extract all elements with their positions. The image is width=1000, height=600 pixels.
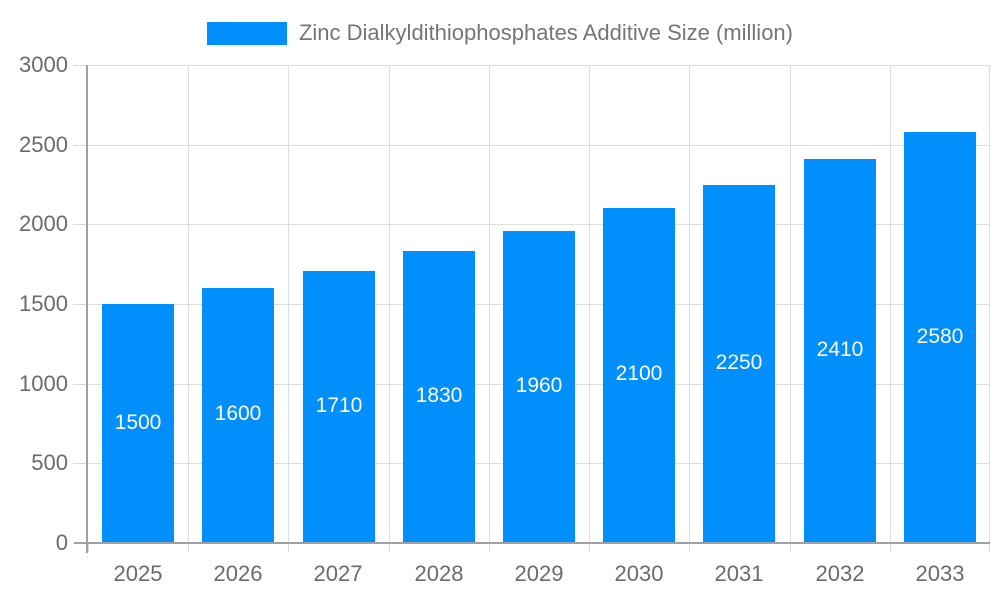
legend[interactable]: Zinc Dialkyldithiophosphates Additive Si… bbox=[0, 20, 1000, 46]
v-gridline bbox=[188, 65, 189, 543]
bar[interactable]: 2580 bbox=[904, 132, 976, 543]
bar-value-label: 2410 bbox=[816, 338, 864, 361]
x-tick-label: 2033 bbox=[915, 561, 965, 586]
plot-area: 1500 1600 1710 1830 1960 2100 2250 2410 2580 bbox=[73, 65, 990, 553]
x-axis-line bbox=[74, 542, 990, 544]
v-gridline bbox=[989, 65, 990, 543]
x-tick-label: 2032 bbox=[815, 561, 865, 586]
y-axis-tick bbox=[73, 65, 86, 66]
bar[interactable]: 2100 bbox=[603, 208, 675, 543]
v-gridline bbox=[489, 65, 490, 543]
y-tick-label: 2000 bbox=[19, 211, 68, 236]
legend-label: Zinc Dialkyldithiophosphates Additive Si… bbox=[298, 20, 793, 45]
x-tick-label: 2025 bbox=[113, 561, 163, 586]
x-tick-label: 2031 bbox=[714, 561, 764, 586]
v-gridline bbox=[288, 65, 289, 543]
y-axis-tick bbox=[73, 145, 86, 146]
bar-value-label: 1500 bbox=[114, 411, 162, 434]
x-tick-label: 2027 bbox=[313, 561, 363, 586]
x-tick-label: 2026 bbox=[213, 561, 263, 586]
y-tick-label: 2500 bbox=[19, 132, 68, 157]
bar-value-label: 1830 bbox=[415, 384, 463, 407]
v-gridline bbox=[389, 65, 390, 543]
h-gridline bbox=[88, 145, 990, 146]
v-gridline bbox=[890, 65, 891, 543]
x-axis-tick bbox=[188, 543, 189, 552]
bar-value-label: 2580 bbox=[916, 325, 964, 348]
x-axis-tick bbox=[88, 543, 89, 552]
x-axis-tick bbox=[790, 543, 791, 552]
bar[interactable]: 1600 bbox=[202, 288, 274, 543]
x-axis-tick bbox=[288, 543, 289, 552]
v-gridline bbox=[689, 65, 690, 543]
bar[interactable]: 1500 bbox=[102, 304, 174, 543]
x-axis-tick bbox=[989, 543, 990, 552]
bar[interactable]: 1960 bbox=[503, 231, 575, 543]
x-axis-tick bbox=[489, 543, 490, 552]
bar[interactable]: 2250 bbox=[703, 185, 775, 544]
y-axis-tick bbox=[73, 384, 86, 385]
bar[interactable]: 1830 bbox=[403, 251, 475, 543]
y-axis-tick bbox=[73, 304, 86, 305]
bar-value-label: 1960 bbox=[515, 374, 563, 397]
y-tick-label: 3000 bbox=[19, 52, 68, 77]
bar[interactable]: 1710 bbox=[303, 271, 375, 543]
h-gridline bbox=[88, 65, 990, 66]
y-axis-line bbox=[86, 65, 88, 553]
y-tick-label: 1000 bbox=[19, 371, 68, 396]
x-tick-label: 2028 bbox=[414, 561, 464, 586]
x-tick-label: 2029 bbox=[514, 561, 564, 586]
bar-value-label: 2250 bbox=[715, 351, 763, 374]
x-axis-tick bbox=[389, 543, 390, 552]
h-gridline bbox=[88, 224, 990, 225]
y-tick-label: 500 bbox=[31, 450, 68, 475]
y-axis-tick bbox=[73, 463, 86, 464]
v-gridline bbox=[589, 65, 590, 543]
x-axis-tick bbox=[890, 543, 891, 552]
y-tick-label: 0 bbox=[55, 530, 68, 555]
x-axis-tick bbox=[689, 543, 690, 552]
y-axis-tick bbox=[73, 224, 86, 225]
legend-swatch bbox=[206, 21, 287, 45]
x-axis-tick bbox=[589, 543, 590, 552]
bar-value-label: 1710 bbox=[315, 394, 363, 417]
bar-value-label: 1600 bbox=[214, 402, 262, 425]
bar[interactable]: 2410 bbox=[804, 159, 876, 543]
y-tick-label: 1500 bbox=[19, 291, 68, 316]
v-gridline bbox=[790, 65, 791, 543]
x-tick-label: 2030 bbox=[614, 561, 664, 586]
bar-value-label: 2100 bbox=[615, 362, 663, 385]
